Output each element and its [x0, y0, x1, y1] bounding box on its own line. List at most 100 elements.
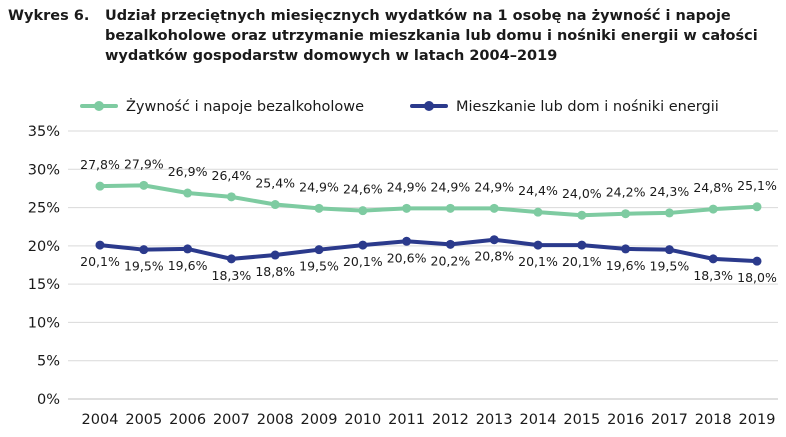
chart-title: Wykres 6. Udział przeciętnych miesięcznyc…: [8, 6, 778, 66]
y-axis: 0% 5% 10% 15% 20% 25% 30% 35%: [28, 124, 60, 408]
series-group: [95, 180, 762, 266]
data-label: 19,5%: [650, 259, 690, 274]
series-line-1: [98, 183, 759, 218]
data-label: 18,3%: [212, 268, 252, 283]
y-tick-label: 15%: [28, 277, 60, 293]
data-point: [183, 188, 193, 198]
chart-title-line-2: bezalkoholowe oraz utrzymanie mieszkania…: [105, 28, 758, 44]
data-label: 26,4%: [212, 168, 252, 183]
data-point: [577, 210, 587, 220]
x-tick-label: 2018: [695, 412, 732, 428]
x-tick-label: 2016: [607, 412, 644, 428]
data-label: 18,8%: [255, 264, 295, 279]
data-point: [270, 250, 280, 260]
y-tick-label: 35%: [28, 124, 60, 140]
legend-swatch-marker: [94, 101, 104, 111]
data-point: [314, 245, 324, 255]
x-tick-label: 2019: [739, 412, 776, 428]
data-point: [533, 240, 543, 250]
legend-label: Mieszkanie lub dom i nośniki energii: [456, 99, 719, 115]
data-point: [402, 236, 412, 246]
data-label: 27,9%: [124, 156, 164, 171]
y-tick-label: 30%: [28, 162, 60, 178]
data-label: 24,9%: [474, 179, 514, 194]
data-labels: 27,8% 27,9% 26,9% 26,4%25,4% 24,9% 24,6% 24,9%…: [80, 156, 777, 285]
data-point: [358, 206, 368, 216]
x-tick-label: 2006: [169, 412, 206, 428]
y-tick-label: 0%: [37, 392, 60, 408]
data-label: 24,9%: [431, 179, 471, 194]
x-axis: 2004 2005 2006 2007 2008 2009 2010 2011 2012 2013…: [68, 398, 778, 428]
x-tick-label: 2017: [651, 412, 688, 428]
data-point: [226, 254, 236, 264]
data-label: 20,1%: [343, 254, 383, 269]
data-point: [270, 200, 280, 210]
x-tick-label: 2014: [520, 412, 557, 428]
data-point: [445, 203, 455, 213]
data-label: 25,4%: [255, 176, 295, 191]
x-tick-label: 2012: [432, 412, 469, 428]
data-point: [621, 244, 631, 254]
x-tick-label: 2013: [476, 412, 513, 428]
data-point: [664, 245, 674, 255]
data-label: 24,9%: [299, 179, 339, 194]
data-label: 20,1%: [518, 254, 558, 269]
data-label: 24,6%: [343, 182, 383, 197]
data-point: [708, 254, 718, 264]
data-label: 24,4%: [518, 183, 558, 198]
data-label: 26,9%: [168, 164, 208, 179]
data-label: 20,8%: [474, 249, 514, 264]
x-tick-label: 2011: [388, 412, 425, 428]
data-point: [402, 203, 412, 213]
data-point: [752, 256, 762, 266]
data-label: 20,6%: [387, 250, 427, 265]
data-label: 19,5%: [299, 259, 339, 274]
data-label: 24,9%: [387, 179, 427, 194]
data-label: 20,2%: [431, 253, 471, 268]
legend: Żywność i napoje bezalkoholowe Mieszkanie…: [80, 97, 719, 115]
data-label: 20,1%: [80, 254, 120, 269]
data-label: 24,8%: [693, 180, 733, 195]
data-point: [314, 203, 324, 213]
chart-title-prefix: Wykres 6.: [8, 8, 90, 24]
legend-swatch-marker: [424, 101, 434, 111]
y-tick-label: 10%: [28, 315, 60, 331]
data-point: [533, 207, 543, 217]
x-tick-label: 2009: [301, 412, 338, 428]
data-label: 27,8%: [80, 157, 120, 172]
data-label: 24,3%: [650, 184, 690, 199]
data-point: [752, 202, 762, 212]
data-label: 19,6%: [168, 258, 208, 273]
series-line-2: [98, 237, 759, 264]
data-label: 20,1%: [562, 254, 602, 269]
data-point: [183, 244, 193, 254]
data-label: 24,2%: [606, 185, 646, 200]
x-tick-label: 2007: [213, 412, 250, 428]
data-label: 19,5%: [124, 259, 164, 274]
legend-label: Żywność i napoje bezalkoholowe: [126, 97, 364, 115]
data-label: 24,0%: [562, 186, 602, 201]
x-tick-label: 2005: [125, 412, 162, 428]
data-point: [489, 203, 499, 213]
x-tick-label: 2015: [563, 412, 600, 428]
data-point: [664, 208, 674, 218]
data-point: [226, 192, 236, 202]
data-point: [95, 240, 105, 250]
y-tick-label: 25%: [28, 201, 60, 217]
data-point: [621, 209, 631, 219]
data-point: [358, 240, 368, 250]
data-point: [708, 204, 718, 214]
x-tick-label: 2004: [82, 412, 119, 428]
data-point: [95, 181, 105, 191]
y-tick-label: 20%: [28, 239, 60, 255]
data-point: [139, 245, 149, 255]
y-tick-label: 5%: [37, 354, 60, 370]
data-label: 19,6%: [606, 258, 646, 273]
data-label: 25,1%: [737, 178, 777, 193]
data-point: [489, 235, 499, 245]
data-label: 18,0%: [737, 270, 777, 285]
x-tick-label: 2010: [344, 412, 381, 428]
x-tick-label: 2008: [257, 412, 294, 428]
data-point: [445, 239, 455, 249]
